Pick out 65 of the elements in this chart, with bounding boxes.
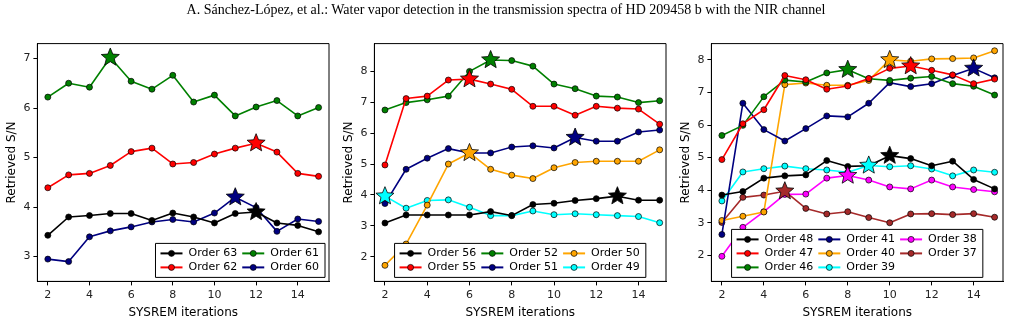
legend-label: Order 41 bbox=[846, 232, 896, 246]
legend-label: Order 55 bbox=[427, 260, 477, 274]
y-tick-label: 6 bbox=[697, 117, 705, 131]
x-tick-label: 8 bbox=[169, 287, 177, 301]
y-tick-label: 5 bbox=[23, 150, 31, 164]
legend-label: Order 40 bbox=[846, 246, 896, 260]
y-tick-label: 3 bbox=[360, 218, 368, 232]
y-tick-label: 3 bbox=[697, 215, 705, 229]
x-tick-label: 12 bbox=[924, 287, 939, 301]
y-tick-label: 3 bbox=[23, 249, 31, 263]
y-tick-label: 5 bbox=[360, 156, 368, 170]
legend-label: Order 38 bbox=[928, 232, 977, 246]
y-tick-label: 2 bbox=[360, 249, 368, 263]
y-tick-label: 7 bbox=[360, 95, 368, 109]
legend-label: Order 46 bbox=[764, 260, 814, 274]
x-tick-label: 4 bbox=[85, 287, 93, 301]
legend-label: Order 51 bbox=[509, 260, 559, 274]
x-tick-label: 6 bbox=[127, 287, 135, 301]
y-tick-label: 6 bbox=[360, 126, 368, 140]
legend-label: Order 63 bbox=[188, 246, 238, 260]
y-tick-label: 2 bbox=[697, 248, 705, 262]
x-tick-label: 6 bbox=[802, 287, 810, 301]
x-tick-label: 10 bbox=[207, 287, 222, 301]
y-tick-label: 4 bbox=[697, 183, 705, 197]
legend-label: Order 61 bbox=[270, 246, 320, 260]
y-tick-label: 5 bbox=[697, 150, 705, 164]
legend-label: Order 60 bbox=[270, 260, 320, 274]
y-tick-label: 6 bbox=[23, 100, 31, 114]
y-axis-title: Retrieved S/N bbox=[4, 121, 19, 204]
x-tick-label: 10 bbox=[882, 287, 897, 301]
legend-label: Order 50 bbox=[591, 246, 640, 260]
legend-label: Order 56 bbox=[427, 246, 477, 260]
x-axis-title: SYSREM iterations bbox=[802, 304, 912, 319]
text: A. Sánchez-López, et al.: Water vapor detection in the transmission spectra of HD 209458 b with the NIR channel bbox=[185, 2, 827, 18]
y-axis-title: Retrieved S/N bbox=[678, 121, 693, 204]
y-tick-label: 8 bbox=[360, 64, 368, 78]
legend-label: Order 47 bbox=[764, 246, 814, 260]
y-tick-label: 7 bbox=[23, 51, 31, 65]
legend-label: Order 39 bbox=[846, 260, 896, 274]
x-tick-label: 14 bbox=[966, 287, 981, 301]
legend-label: Order 49 bbox=[591, 260, 640, 274]
x-tick-label: 12 bbox=[249, 287, 264, 301]
legend-label: Order 62 bbox=[188, 260, 238, 274]
x-tick-label: 2 bbox=[44, 287, 52, 301]
x-tick-label: 14 bbox=[631, 287, 646, 301]
x-tick-label: 10 bbox=[547, 287, 562, 301]
x-tick-label: 2 bbox=[381, 287, 389, 301]
x-tick-label: 8 bbox=[844, 287, 852, 301]
y-axis-title: Retrieved S/N bbox=[341, 121, 356, 204]
y-tick-label: 7 bbox=[697, 85, 705, 99]
x-tick-label: 12 bbox=[589, 287, 604, 301]
x-tick-label: 2 bbox=[718, 287, 726, 301]
x-tick-label: 4 bbox=[423, 287, 431, 301]
y-tick-label: 4 bbox=[23, 199, 31, 213]
y-tick-label: 8 bbox=[697, 52, 705, 66]
y-tick-label: 4 bbox=[360, 187, 368, 201]
legend-label: Order 37 bbox=[928, 246, 977, 260]
legend-label: Order 48 bbox=[764, 232, 814, 246]
x-tick-label: 14 bbox=[290, 287, 305, 301]
x-axis-title: SYSREM iterations bbox=[128, 304, 238, 319]
x-tick-label: 4 bbox=[760, 287, 768, 301]
legend-label: Order 52 bbox=[509, 246, 559, 260]
x-tick-label: 8 bbox=[508, 287, 516, 301]
x-axis-title: SYSREM iterations bbox=[465, 304, 575, 319]
x-tick-label: 6 bbox=[465, 287, 473, 301]
